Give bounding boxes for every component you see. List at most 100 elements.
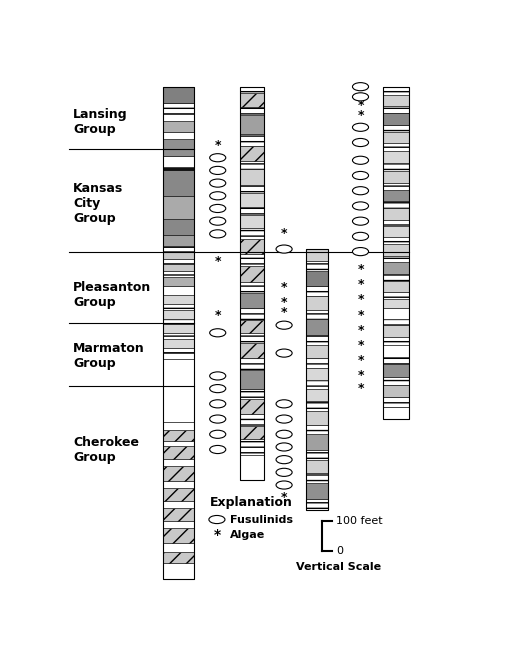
Bar bbox=[163, 272, 194, 277]
Bar bbox=[383, 262, 409, 274]
Bar bbox=[240, 370, 264, 389]
Bar bbox=[306, 368, 329, 380]
Text: *: * bbox=[357, 278, 364, 291]
Ellipse shape bbox=[276, 455, 292, 464]
Bar bbox=[163, 480, 194, 488]
Bar bbox=[306, 345, 329, 358]
Bar bbox=[383, 397, 409, 407]
Bar bbox=[306, 249, 329, 261]
Bar bbox=[240, 414, 264, 426]
Bar bbox=[383, 299, 409, 308]
Bar bbox=[163, 353, 194, 358]
Bar bbox=[383, 407, 409, 419]
Text: *: * bbox=[281, 281, 288, 294]
Text: Fusulinids: Fusulinids bbox=[230, 515, 293, 525]
Bar bbox=[240, 455, 264, 480]
Bar bbox=[240, 254, 264, 266]
Bar bbox=[240, 343, 264, 358]
Bar bbox=[383, 237, 409, 244]
Bar bbox=[306, 401, 329, 411]
Text: *: * bbox=[281, 227, 288, 241]
Bar bbox=[163, 466, 194, 480]
Bar bbox=[306, 434, 329, 450]
Bar bbox=[383, 293, 409, 299]
Bar bbox=[163, 488, 194, 501]
Bar bbox=[163, 319, 194, 324]
Text: Algae: Algae bbox=[230, 530, 265, 540]
Bar bbox=[163, 310, 194, 319]
Bar bbox=[383, 364, 409, 377]
Bar bbox=[163, 358, 194, 422]
Bar bbox=[383, 220, 409, 227]
Bar bbox=[163, 196, 194, 219]
Bar bbox=[383, 183, 409, 190]
Ellipse shape bbox=[276, 321, 292, 330]
Bar bbox=[383, 337, 409, 345]
Text: *: * bbox=[357, 308, 364, 322]
Bar bbox=[383, 274, 409, 281]
Bar bbox=[163, 156, 194, 167]
Text: 100 feet: 100 feet bbox=[336, 515, 383, 525]
Bar bbox=[306, 335, 329, 345]
Bar bbox=[306, 249, 329, 510]
Bar bbox=[240, 169, 264, 185]
Ellipse shape bbox=[210, 445, 226, 453]
Bar bbox=[383, 227, 409, 237]
Ellipse shape bbox=[276, 400, 292, 408]
Text: *: * bbox=[281, 306, 288, 319]
Bar bbox=[163, 251, 194, 258]
Bar bbox=[163, 286, 194, 295]
Ellipse shape bbox=[276, 349, 292, 357]
Text: *: * bbox=[281, 491, 288, 504]
Ellipse shape bbox=[210, 400, 226, 408]
Bar bbox=[306, 460, 329, 473]
Bar bbox=[240, 320, 264, 333]
Ellipse shape bbox=[352, 82, 368, 91]
Text: *: * bbox=[214, 138, 221, 152]
Bar bbox=[306, 450, 329, 460]
Bar bbox=[306, 380, 329, 389]
Ellipse shape bbox=[210, 385, 226, 393]
Bar bbox=[306, 411, 329, 424]
Bar bbox=[163, 528, 194, 542]
Bar bbox=[163, 446, 194, 459]
Bar bbox=[163, 339, 194, 348]
Bar bbox=[163, 121, 194, 132]
Text: Kansas
City
Group: Kansas City Group bbox=[73, 182, 123, 225]
Text: *: * bbox=[357, 99, 364, 112]
Bar bbox=[240, 426, 264, 440]
Ellipse shape bbox=[352, 138, 368, 146]
Ellipse shape bbox=[352, 233, 368, 241]
Bar bbox=[383, 107, 409, 113]
Ellipse shape bbox=[210, 192, 226, 200]
Bar bbox=[383, 244, 409, 256]
Bar bbox=[240, 239, 264, 254]
Bar bbox=[383, 125, 409, 132]
Bar bbox=[163, 258, 194, 264]
Text: *: * bbox=[357, 339, 364, 352]
Text: *: * bbox=[214, 255, 221, 268]
Bar bbox=[163, 333, 194, 339]
Bar bbox=[306, 296, 329, 310]
Text: *: * bbox=[281, 296, 288, 309]
Ellipse shape bbox=[210, 204, 226, 213]
Bar bbox=[240, 134, 264, 146]
Bar bbox=[383, 95, 409, 107]
Bar bbox=[383, 202, 409, 208]
Bar bbox=[240, 146, 264, 161]
Ellipse shape bbox=[210, 217, 226, 225]
Bar bbox=[163, 441, 194, 446]
Text: Vertical Scale: Vertical Scale bbox=[296, 562, 381, 572]
Bar bbox=[383, 319, 409, 326]
Bar bbox=[383, 385, 409, 397]
Bar bbox=[240, 115, 264, 134]
Ellipse shape bbox=[352, 171, 368, 179]
Bar bbox=[306, 319, 329, 335]
Bar bbox=[383, 308, 409, 319]
Bar bbox=[383, 87, 409, 419]
Bar bbox=[383, 256, 409, 262]
Bar bbox=[240, 87, 264, 94]
Ellipse shape bbox=[210, 179, 226, 187]
Bar bbox=[163, 563, 194, 579]
Bar bbox=[306, 473, 329, 483]
